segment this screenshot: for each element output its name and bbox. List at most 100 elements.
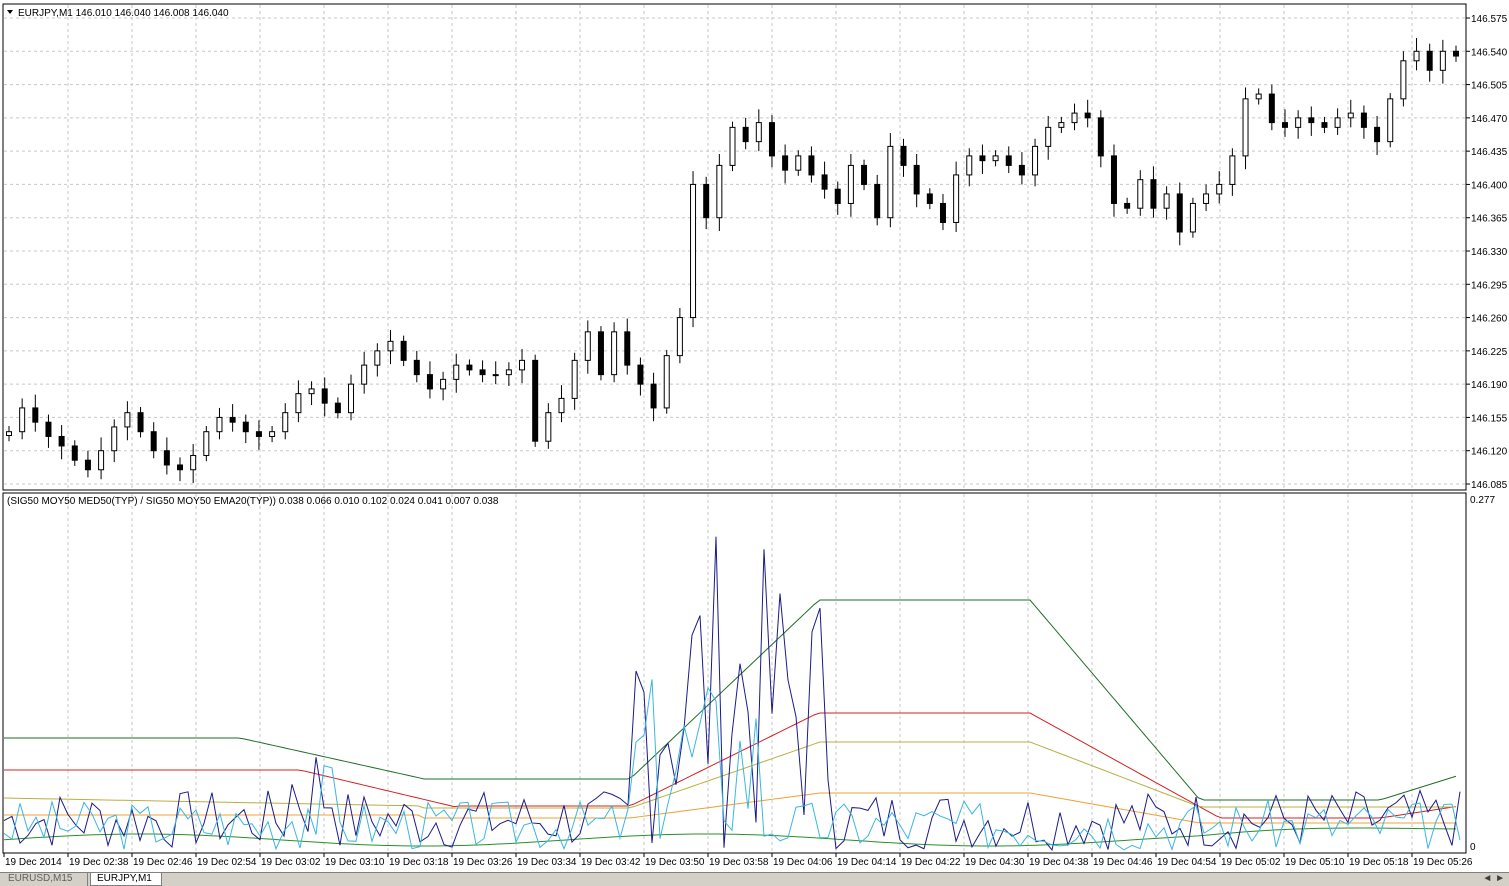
candle-body: [1163, 193, 1170, 209]
candle: [137, 406, 144, 438]
candle: [321, 377, 328, 417]
candle-body: [374, 350, 381, 366]
candle: [1097, 110, 1104, 168]
price-label: 146.190: [1471, 380, 1508, 391]
time-label: 19 Dec 02:54: [197, 857, 257, 868]
candle-body: [361, 364, 368, 385]
time-label: 19 Dec 05:02: [1221, 857, 1281, 868]
candle: [492, 361, 499, 385]
time-label: 19 Dec 03:42: [581, 857, 641, 868]
indicator-axis-bottom: 0: [1470, 842, 1476, 853]
price-label: 146.330: [1471, 247, 1508, 258]
candle: [571, 352, 578, 410]
time-label: 19 Dec 05:10: [1285, 857, 1345, 868]
candle-body: [900, 145, 907, 166]
candle-body: [558, 397, 565, 414]
candle: [1032, 138, 1039, 187]
candle-body: [821, 174, 828, 190]
candle: [255, 420, 262, 450]
candle-body: [1203, 193, 1210, 204]
candle: [953, 161, 960, 232]
candle-body: [861, 164, 868, 185]
candle-body: [58, 435, 65, 447]
candle-body: [1255, 93, 1262, 100]
candle-body: [532, 359, 539, 442]
candle: [1387, 93, 1394, 148]
tab-eurusd-m15[interactable]: EURUSD,M15: [2, 873, 88, 886]
candle-body: [1347, 112, 1354, 119]
candle-body: [742, 126, 749, 143]
time-label: 19 Dec 02:38: [69, 857, 129, 868]
tab-eurjpy-m1[interactable]: EURJPY,M1: [90, 873, 162, 886]
candle-body: [1110, 155, 1117, 204]
candle-body: [1005, 155, 1012, 166]
candle: [729, 121, 736, 172]
candle-body: [413, 359, 420, 376]
candle: [1150, 166, 1157, 218]
candle-body: [624, 331, 631, 366]
candle: [308, 381, 315, 406]
time-label: 19 Dec 03:58: [709, 857, 769, 868]
candle-body: [650, 383, 657, 409]
candle: [584, 320, 591, 374]
candle-body: [308, 388, 315, 395]
candle: [269, 425, 276, 443]
candle-body: [808, 155, 815, 176]
candle-body: [1084, 112, 1091, 119]
candle-body: [334, 402, 341, 414]
candle: [1413, 37, 1420, 71]
candle: [1163, 186, 1170, 220]
candle-body: [440, 378, 447, 390]
time-label: 19 Dec 2014: [5, 857, 62, 868]
candle-body: [966, 155, 973, 176]
indicator-panel-frame: [2, 492, 1467, 854]
candle: [334, 397, 341, 419]
candle: [177, 457, 184, 482]
candle-body: [1137, 179, 1144, 209]
candle-body: [874, 183, 881, 219]
indicator-line-sig50-ema: [4, 599, 1457, 801]
candle: [400, 335, 407, 367]
candle-body: [782, 155, 789, 171]
candle-body: [676, 317, 683, 357]
candle-body: [1229, 155, 1236, 185]
time-label: 19 Dec 04:22: [901, 857, 961, 868]
candle-body: [1124, 202, 1131, 209]
candle-body: [1032, 145, 1039, 176]
candle-body: [1321, 122, 1328, 128]
candle-body: [519, 359, 526, 371]
candle-body: [282, 412, 289, 433]
candle: [624, 318, 631, 375]
candle-body: [111, 426, 118, 452]
candle-body: [1018, 164, 1025, 176]
candle: [1242, 87, 1249, 170]
candle-body: [269, 431, 276, 437]
indicator-axis-top: 0.277: [1470, 495, 1495, 506]
candle: [58, 425, 65, 460]
symbol-header: EURJPY,M1 146.010 146.040 146.008 146.04…: [18, 8, 229, 19]
candle-body: [939, 202, 946, 223]
tab-scroll-arrows[interactable]: ◄ ►: [1482, 873, 1505, 884]
candle-body: [1097, 117, 1104, 157]
candle-body: [834, 188, 841, 204]
candle: [282, 403, 289, 440]
indicator-line-sig50-cyan: [3, 679, 1461, 851]
candle: [545, 403, 552, 449]
candle-body: [571, 359, 578, 399]
candle: [229, 404, 236, 432]
candle: [1295, 110, 1302, 139]
candle-body: [611, 331, 618, 376]
candle: [505, 362, 512, 387]
price-label: 146.295: [1471, 280, 1508, 291]
time-label: 19 Dec 04:38: [1029, 857, 1089, 868]
candle: [45, 414, 52, 448]
collapse-triangle-icon: [7, 10, 13, 14]
candle: [821, 161, 828, 199]
candle: [1347, 99, 1354, 128]
candle: [1308, 106, 1315, 136]
candle-body: [637, 364, 644, 385]
candle: [913, 153, 920, 208]
candle-body: [45, 421, 52, 437]
